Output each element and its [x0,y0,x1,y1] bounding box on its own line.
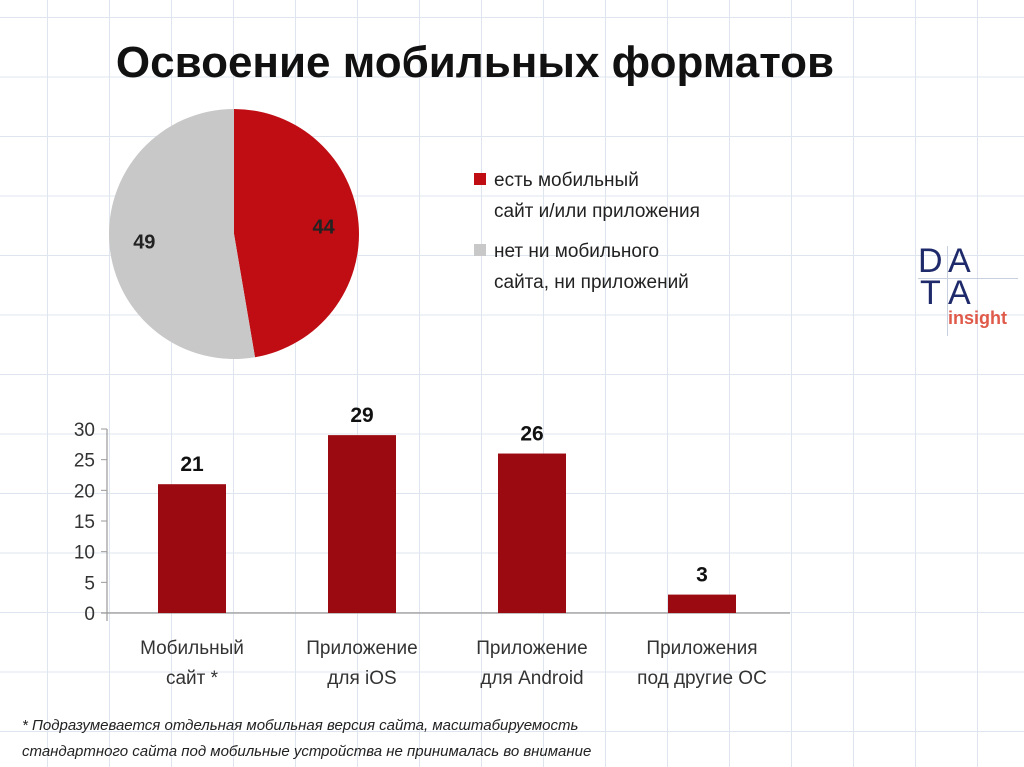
legend-swatch [474,173,486,185]
legend-item-has-mobile: есть мобильный сайт и/или приложения [474,165,700,227]
x-category-label: для iOS [327,668,396,689]
bar-data-label: 3 [696,564,708,587]
x-category-label: сайт * [166,668,219,689]
bar-data-label: 21 [180,453,204,476]
x-category-label: Мобильный [140,638,244,659]
y-tick-label: 30 [74,420,95,441]
x-category-label: под другие ОС [637,668,767,689]
x-category-label: для Android [480,668,583,689]
page-title: Освоение мобильных форматов [115,38,835,87]
bar [158,484,226,613]
legend-label: сайта, ни приложений [494,272,689,293]
legend-label: сайт и/или приложения [494,201,700,222]
legend-label: нет ни мобильного [494,241,660,262]
bar [328,435,396,613]
bar-data-label: 29 [350,404,373,427]
legend-label: есть мобильный [494,170,639,191]
pie-data-label: 49 [133,232,155,254]
pie-slice [234,109,360,358]
bar [498,453,566,613]
y-tick-label: 15 [74,512,95,533]
bar-data-label: 26 [520,423,543,446]
y-tick-label: 10 [74,543,95,564]
y-tick-label: 20 [74,481,95,502]
legend-swatch [474,244,486,256]
x-category-label: Приложение [306,638,417,659]
legend-item-no-mobile: нет ни мобильного сайта, ни приложений [474,236,689,298]
pie-data-label: 44 [313,216,336,238]
y-tick-label: 5 [84,573,95,594]
pie-slice [109,109,256,359]
y-tick-label: 25 [74,451,95,472]
bar [668,594,736,613]
footnote: * Подразумевается отдельная мобильная ве… [22,717,592,760]
x-category-label: Приложение [476,638,587,659]
y-tick-label: 0 [84,604,95,625]
x-category-label: Приложения [646,638,757,659]
